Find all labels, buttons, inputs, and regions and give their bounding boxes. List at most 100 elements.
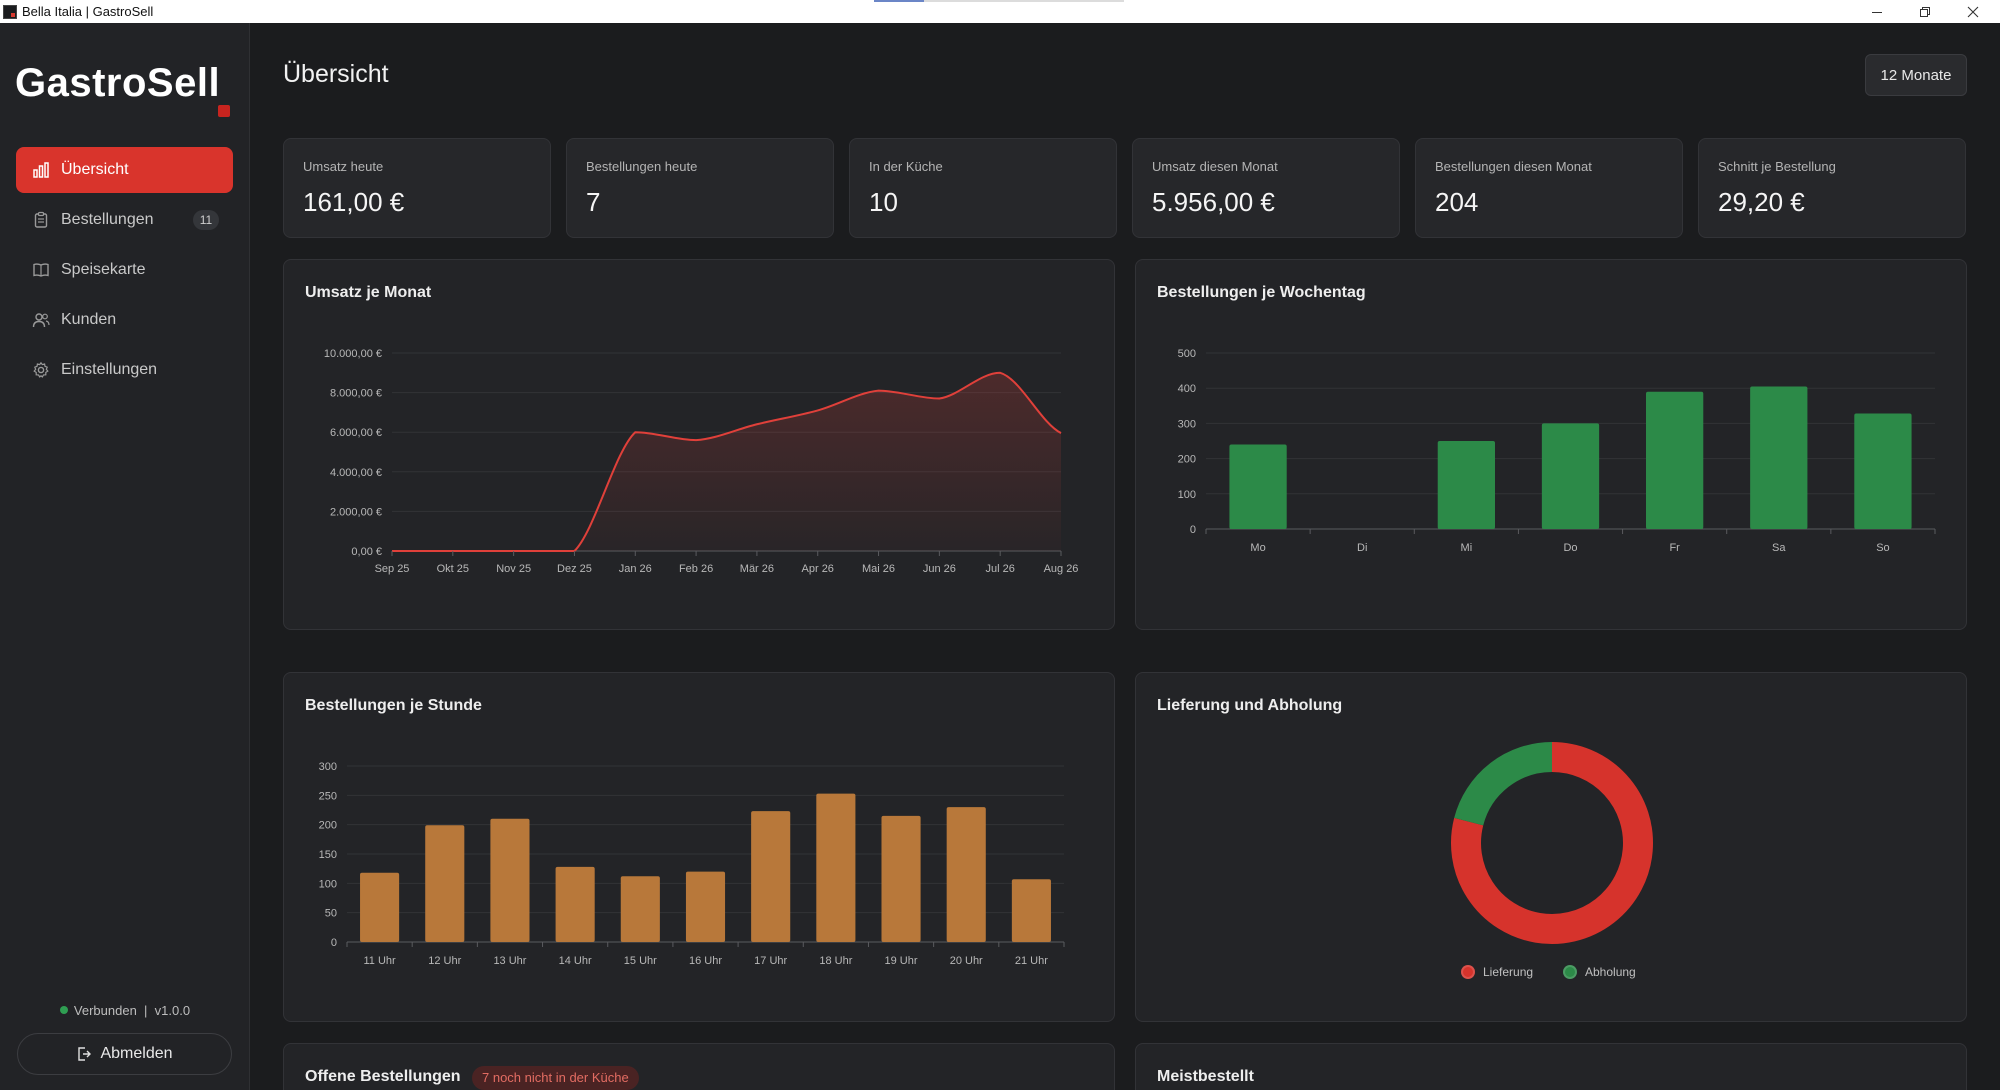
y-tick-label: 300 (1178, 418, 1196, 430)
y-tick-label: 10.000,00 € (324, 348, 382, 360)
minimize-icon[interactable] (1854, 0, 1900, 23)
sidebar: GastroSell Übersicht Bestellungen 11 Spe… (0, 23, 250, 1090)
y-tick-label: 0 (331, 937, 337, 949)
x-tick-label: Apr 26 (802, 563, 834, 575)
y-tick-label: 6.000,00 € (330, 427, 382, 439)
sidebar-item-label: Kunden (61, 311, 117, 328)
donut-slice (1454, 742, 1553, 826)
app-icon (3, 4, 17, 19)
x-tick-label: 17 Uhr (754, 955, 787, 967)
x-tick-label: 15 Uhr (624, 955, 657, 967)
bar (881, 815, 921, 942)
sidebar-item-kunden[interactable]: Kunden (16, 297, 233, 343)
loading-progress-fill (874, 0, 924, 2)
open-orders-badge: 7 noch nicht in der Küche (472, 1066, 639, 1090)
logout-button[interactable]: Abmelden (17, 1033, 232, 1075)
legend-abholung[interactable]: Abholung (1563, 965, 1636, 979)
x-tick-label: 12 Uhr (428, 955, 461, 967)
stat-card-bestellungen-heute: Bestellungen heute 7 (566, 138, 834, 238)
panel-title: Offene Bestellungen (305, 1068, 461, 1085)
sidebar-item-speisekarte[interactable]: Speisekarte (16, 247, 233, 293)
stat-label: Umsatz heute (303, 159, 384, 174)
bar (490, 818, 530, 942)
x-tick-label: Sep 25 (375, 563, 410, 575)
stat-label: Bestellungen diesen Monat (1435, 159, 1592, 174)
window-titlebar: Bella Italia | GastroSell (0, 0, 2000, 23)
stat-label: Bestellungen heute (586, 159, 698, 174)
stat-card-schnitt: Schnitt je Bestellung 29,20 € (1698, 138, 1966, 238)
sidebar-item-einstellungen[interactable]: Einstellungen (16, 347, 233, 393)
bar (425, 825, 465, 942)
loading-progress-bar (874, 0, 1124, 2)
logo-dot (218, 105, 230, 117)
x-tick-label: Feb 26 (679, 563, 713, 575)
status-dot-icon (59, 1006, 68, 1014)
x-tick-label: Dez 25 (557, 563, 592, 575)
bar (685, 871, 726, 942)
x-tick-label: 19 Uhr (885, 955, 918, 967)
revenue-area (392, 372, 1061, 551)
y-tick-label: 100 (1178, 489, 1196, 501)
bar (1437, 441, 1495, 529)
status-separator: | (144, 1003, 148, 1018)
x-tick-label: Di (1357, 542, 1367, 554)
y-tick-label: 400 (1178, 383, 1196, 395)
sidebar-item-label: Bestellungen (61, 211, 154, 228)
x-tick-label: Do (1563, 542, 1577, 554)
x-tick-label: So (1876, 542, 1889, 554)
y-tick-label: 150 (319, 849, 337, 861)
sidebar-item-bestellungen[interactable]: Bestellungen 11 (16, 197, 233, 243)
x-tick-label: Mi (1461, 542, 1473, 554)
sidebar-item-label: Übersicht (61, 161, 129, 178)
bar (1229, 444, 1287, 529)
logout-label: Abmelden (100, 1045, 173, 1062)
bar-chart-icon (32, 161, 50, 179)
legend-lieferung[interactable]: Lieferung (1461, 965, 1533, 979)
sidebar-item-label: Speisekarte (61, 261, 146, 278)
x-tick-label: Mo (1250, 542, 1265, 554)
stat-label: Schnitt je Bestellung (1718, 159, 1836, 174)
bar (620, 876, 660, 942)
bar (816, 793, 856, 942)
x-tick-label: Mai 26 (862, 563, 895, 575)
panel-meistbestellt: Meistbestellt (1135, 1043, 1967, 1090)
y-tick-label: 4.000,00 € (330, 467, 382, 479)
panel-bestellungen-je-wochentag: Bestellungen je Wochentag 0 100 200 300 400 5… (1135, 259, 1967, 630)
x-tick-label: 14 Uhr (559, 955, 592, 967)
x-tick-label: 20 Uhr (950, 955, 983, 967)
restore-icon[interactable] (1902, 0, 1948, 23)
panel-bestellungen-je-stunde: Bestellungen je Stunde 0 50 100 150 200 250 30… (283, 672, 1115, 1022)
clipboard-icon (32, 211, 50, 229)
y-tick-label: 300 (319, 761, 337, 773)
stat-label: Umsatz diesen Monat (1152, 159, 1278, 174)
bar (946, 807, 986, 942)
page-title: Übersicht (283, 60, 389, 88)
close-icon[interactable] (1950, 0, 1996, 23)
connection-status: Verbunden | v1.0.0 (0, 1003, 250, 1018)
donut-slice (1451, 742, 1653, 944)
logout-icon (76, 1046, 92, 1062)
stat-value: 29,20 € (1718, 187, 1805, 217)
stat-value: 7 (586, 187, 601, 217)
panel-title: Bestellungen je Stunde (305, 697, 482, 714)
stat-value: 161,00 € (303, 187, 405, 217)
legend-swatch (1461, 965, 1475, 979)
x-tick-label: Nov 25 (496, 563, 531, 575)
panel-lieferung-abholung: Lieferung und Abholung Lieferung Abholun… (1135, 672, 1967, 1022)
y-tick-label: 8.000,00 € (330, 388, 382, 400)
panel-title: Meistbestellt (1157, 1068, 1254, 1085)
bar (1541, 423, 1600, 529)
window-title: Bella Italia | GastroSell (22, 4, 154, 19)
orders-count-badge: 11 (193, 210, 219, 230)
bar (1646, 391, 1704, 529)
stat-card-umsatz-heute: Umsatz heute 161,00 € (283, 138, 551, 238)
x-tick-label: 13 Uhr (493, 955, 526, 967)
panel-umsatz-je-monat: Umsatz je Monat 0,00 € 2.000,00 € 4.000,00… (283, 259, 1115, 630)
version-text: v1.0.0 (154, 1003, 191, 1018)
y-tick-label: 2.000,00 € (330, 506, 382, 518)
panel-offene-bestellungen: Offene Bestellungen 7 noch nicht in der … (283, 1043, 1115, 1090)
y-tick-label: 500 (1178, 348, 1196, 360)
period-select-button[interactable]: 12 Monate (1865, 54, 1967, 96)
sidebar-item-uebersicht[interactable]: Übersicht (16, 147, 233, 193)
stat-card-bestellungen-monat: Bestellungen diesen Monat 204 (1415, 138, 1683, 238)
